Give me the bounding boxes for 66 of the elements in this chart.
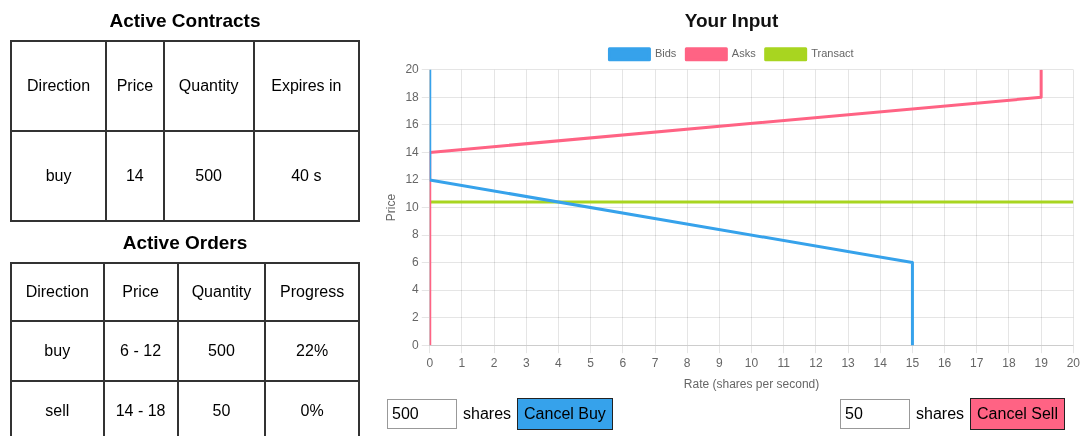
x-tick-label: 19 [1034, 355, 1049, 370]
x-tick-label: 6 [619, 355, 627, 370]
x-tick-label: 2 [490, 355, 498, 370]
text: buy [45, 167, 72, 184]
x-tick-label: 7 [651, 355, 659, 370]
legend-label: Bids [654, 47, 677, 60]
category-label: Price [103, 263, 178, 321]
category-label: Quantity [177, 263, 266, 321]
text: 40 s [291, 167, 322, 184]
x-tick-label: 4 [555, 355, 563, 370]
text: 50 [212, 402, 231, 419]
x-tick-label: 8 [683, 355, 691, 370]
text: 500 [195, 167, 222, 184]
text: 500 [208, 342, 235, 359]
y-tick-label: 2 [412, 309, 420, 324]
text: sell [45, 402, 70, 419]
x-axis-title: Rate (shares per second) [683, 377, 820, 392]
text: 22% [296, 342, 329, 359]
y-tick-label: 8 [412, 227, 420, 242]
legend-label: Transact [811, 47, 854, 60]
x-tick-label: 14 [873, 355, 888, 370]
y-tick-label: 16 [405, 117, 420, 132]
x-tick-label: 18 [1002, 355, 1016, 370]
chart-title: Your Input [684, 9, 779, 31]
legend-label: Asks [731, 47, 757, 60]
y-tick-label: 12 [405, 172, 420, 187]
y-tick-label: 10 [405, 199, 420, 214]
text: Active Contracts [108, 10, 262, 32]
x-tick-label: 5 [587, 355, 595, 370]
x-tick-label: 15 [905, 355, 920, 370]
x-tick-label: 13 [841, 355, 856, 370]
text: Cancel Sell [970, 398, 1065, 430]
category-label: Direction [11, 263, 104, 321]
x-tick-label: 12 [809, 355, 823, 370]
y-tick-label: 18 [405, 89, 420, 104]
category-label: Progress [265, 263, 359, 321]
text: shares [463, 405, 512, 423]
x-tick-label: 1 [458, 355, 466, 370]
category-label: Expires in [253, 41, 359, 131]
x-tick-label: 16 [937, 355, 952, 370]
y-axis-title: Price [383, 193, 398, 222]
x-tick-label: 3 [522, 355, 530, 370]
category-label: Quantity [163, 41, 254, 131]
text: shares [916, 405, 965, 423]
text: Cancel Buy [517, 398, 613, 430]
y-tick-label: 4 [412, 282, 420, 297]
text: 6 - 12 [120, 342, 162, 359]
text: buy [44, 342, 71, 359]
y-tick-label: 0 [412, 337, 420, 352]
x-tick-label: 11 [777, 355, 791, 370]
category-label: Price [106, 41, 164, 131]
x-tick-label: 9 [716, 355, 724, 370]
x-tick-label: 0 [426, 355, 434, 370]
text: Active Orders [121, 232, 249, 254]
text: 14 [125, 167, 144, 184]
text: 0% [300, 402, 324, 419]
y-tick-label: 20 [405, 62, 420, 77]
category-label: Direction [11, 41, 107, 131]
x-tick-label: 10 [744, 355, 759, 370]
x-tick-label: 17 [970, 355, 984, 370]
text: 50 [840, 399, 910, 429]
y-tick-label: 6 [412, 254, 420, 269]
x-tick-label: 20 [1066, 355, 1081, 370]
text: 500 [387, 399, 457, 429]
text: 14 - 18 [115, 402, 166, 419]
y-tick-label: 14 [405, 144, 420, 159]
